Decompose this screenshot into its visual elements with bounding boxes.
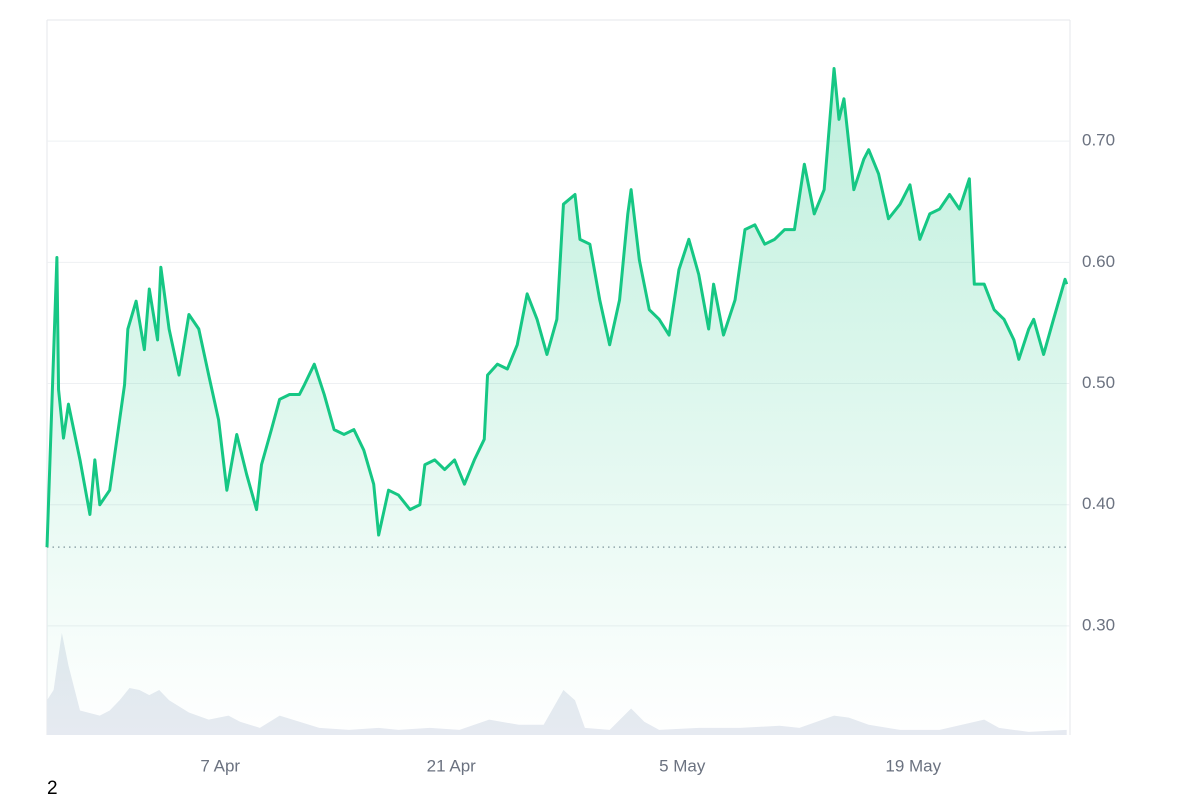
y-tick-label: 0.50 xyxy=(1082,373,1115,392)
price-area xyxy=(47,68,1067,735)
y-tick-label: 0.40 xyxy=(1082,494,1115,513)
footnote: 2 xyxy=(47,778,58,799)
x-tick-label: 21 Apr xyxy=(427,756,476,775)
y-tick-label: 0.60 xyxy=(1082,252,1115,271)
x-tick-label: 19 May xyxy=(885,756,941,775)
x-tick-label: 5 May xyxy=(659,756,706,775)
y-tick-label: 0.70 xyxy=(1082,131,1115,150)
y-tick-label: 0.30 xyxy=(1082,615,1115,634)
x-tick-label: 7 Apr xyxy=(200,756,240,775)
price-line xyxy=(45,66,1069,548)
